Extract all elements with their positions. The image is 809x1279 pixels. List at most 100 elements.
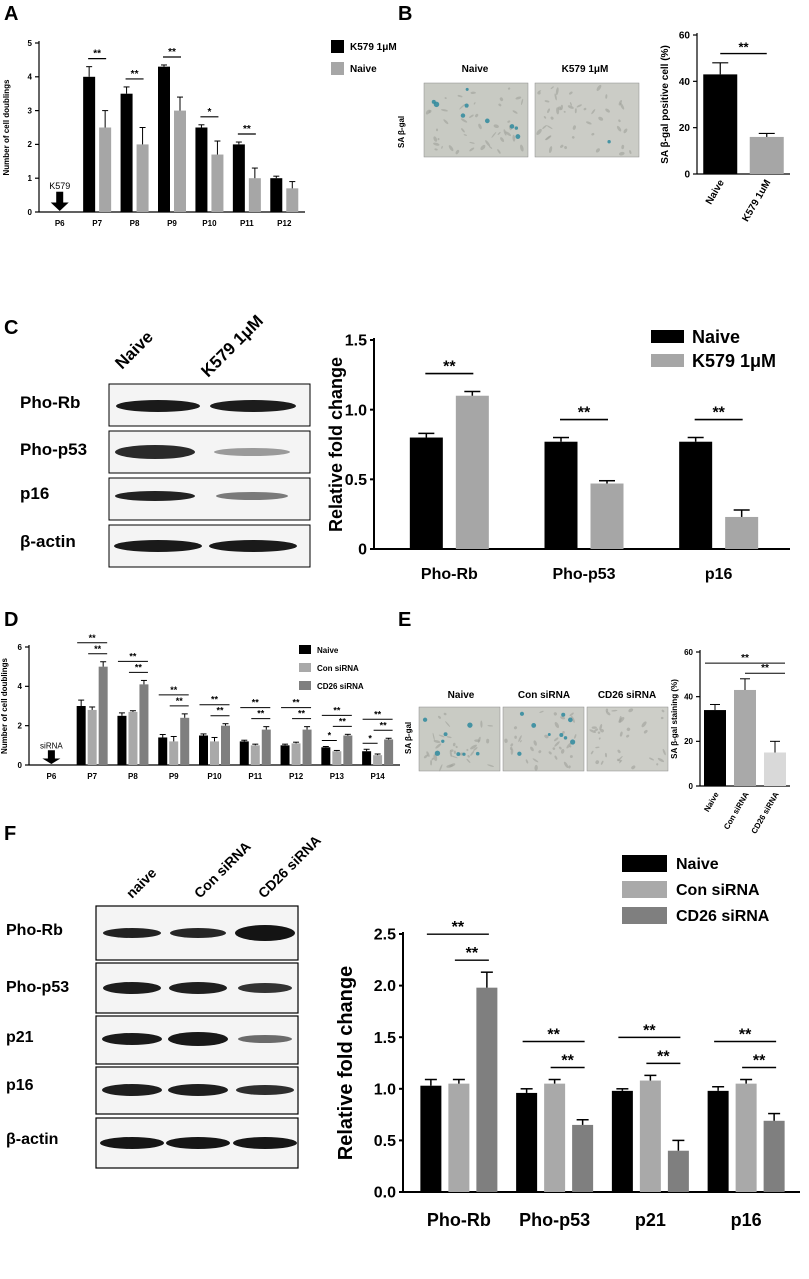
cell-shape: [489, 146, 493, 149]
legend-swatch: [299, 645, 311, 654]
cell-shape: [619, 759, 622, 762]
bar-con-sirna: [128, 711, 138, 765]
x-tick-label: Naive: [704, 178, 727, 207]
bar-con-sirna: [87, 709, 97, 765]
legend-swatch: [651, 354, 684, 367]
x-tick-label: Pho-p53: [552, 566, 615, 583]
cell-shape: [560, 749, 565, 754]
bar-cd26-sirna: [98, 666, 108, 765]
y-tick-label: 3: [28, 106, 33, 115]
cell-shape: [515, 96, 522, 100]
cell-shape: [452, 742, 456, 747]
bar-cd26-sirna: [302, 729, 312, 765]
stained-cell: [563, 736, 568, 740]
bar-k579-1-m: [120, 93, 133, 212]
bar-k579-1-m: [455, 395, 489, 549]
legend-swatch: [622, 907, 667, 924]
cell-shape: [445, 721, 451, 727]
legend-label: Naive: [692, 327, 740, 347]
bar-naive: [248, 178, 261, 212]
cell-shape: [600, 760, 604, 765]
cell-shape: [507, 120, 511, 123]
significance-label: **: [168, 47, 176, 58]
cell-shape: [480, 720, 483, 728]
panel-f-row-label-3: p21: [6, 1029, 34, 1046]
cell-shape: [595, 760, 600, 765]
bar-cd26-sirna: [763, 1120, 785, 1192]
stained-cell: [519, 711, 525, 716]
panel-e-image-label-3: CD26 siRNA: [598, 690, 656, 701]
cell-shape: [530, 746, 534, 752]
legend-label: Con siRNA: [676, 882, 760, 899]
bar-cd26-sirna: [384, 739, 394, 765]
cell-shape: [616, 758, 620, 762]
cell-shape: [571, 136, 575, 139]
significance-label: **: [380, 720, 388, 730]
x-tick-label: P12: [277, 219, 292, 228]
cell-shape: [519, 740, 522, 743]
bar-naive: [703, 74, 738, 174]
stained-cell: [509, 124, 515, 129]
cell-shape: [487, 764, 494, 768]
blot-band: [170, 928, 226, 938]
panel-f-lane-label-3: CD26 siRNA: [255, 832, 324, 901]
cell-shape: [433, 142, 440, 146]
cell-shape: [567, 105, 574, 109]
panel-c-row-label-3: p16: [20, 484, 49, 503]
cell-shape: [626, 734, 630, 738]
cell-shape: [595, 746, 600, 749]
cell-shape: [469, 141, 475, 144]
panel-letter-f: F: [4, 823, 16, 845]
cell-shape: [591, 726, 597, 729]
cell-shape: [591, 109, 596, 115]
cell-shape: [568, 91, 573, 95]
blot-band: [236, 1085, 294, 1095]
cell-shape: [641, 721, 647, 728]
arrow-icon: [50, 202, 69, 211]
cell-shape: [589, 729, 596, 734]
y-tick-label: 4: [18, 682, 23, 691]
cell-shape: [550, 86, 554, 90]
y-tick-label: 40: [684, 692, 693, 701]
panel-b-image-label-2: K579 1μM: [562, 64, 609, 75]
cell-shape: [475, 113, 479, 118]
cell-shape: [554, 721, 560, 729]
chart-d: 0 2 4 6 Number of cell doublings P6 P7 P8 P9 P10 P…: [0, 633, 400, 781]
bar-con-sirna: [373, 755, 383, 765]
legend-swatch: [299, 681, 311, 690]
cell-shape: [619, 731, 623, 737]
cell-shape: [513, 726, 518, 730]
stained-cell: [547, 733, 551, 736]
bar-naive: [707, 1090, 729, 1192]
cell-shape: [514, 735, 517, 739]
cell-shape: [497, 149, 501, 154]
y-tick-label: 1.0: [345, 402, 367, 419]
cell-shape: [604, 752, 607, 758]
significance-label: **: [578, 405, 591, 422]
legend-label: Naive: [676, 856, 719, 873]
cell-shape: [435, 743, 442, 749]
x-tick-label: P10: [202, 219, 217, 228]
cell-shape: [453, 750, 456, 755]
cell-shape: [450, 755, 458, 759]
bar-naive: [704, 710, 726, 786]
panel-letter-b: B: [398, 3, 412, 25]
panel-e-stain-label: SA β-gal: [404, 722, 413, 754]
cell-shape: [555, 87, 559, 96]
bar-naive: [420, 1085, 442, 1192]
cell-shape: [623, 128, 628, 134]
x-tick-label: P13: [330, 772, 345, 781]
bar-k579-1-m: [83, 76, 96, 212]
x-tick-label: P7: [92, 219, 102, 228]
bar-con-sirna: [332, 751, 342, 765]
cell-shape: [605, 108, 610, 113]
cell-shape: [433, 740, 441, 744]
cell-shape: [569, 712, 574, 717]
cell-shape: [455, 745, 458, 749]
cell-shape: [441, 145, 443, 149]
blot-band: [103, 928, 161, 938]
bar-naive: [321, 747, 331, 765]
blot-band: [100, 1137, 164, 1149]
blot-band: [168, 1084, 228, 1096]
cell-shape: [463, 134, 468, 136]
